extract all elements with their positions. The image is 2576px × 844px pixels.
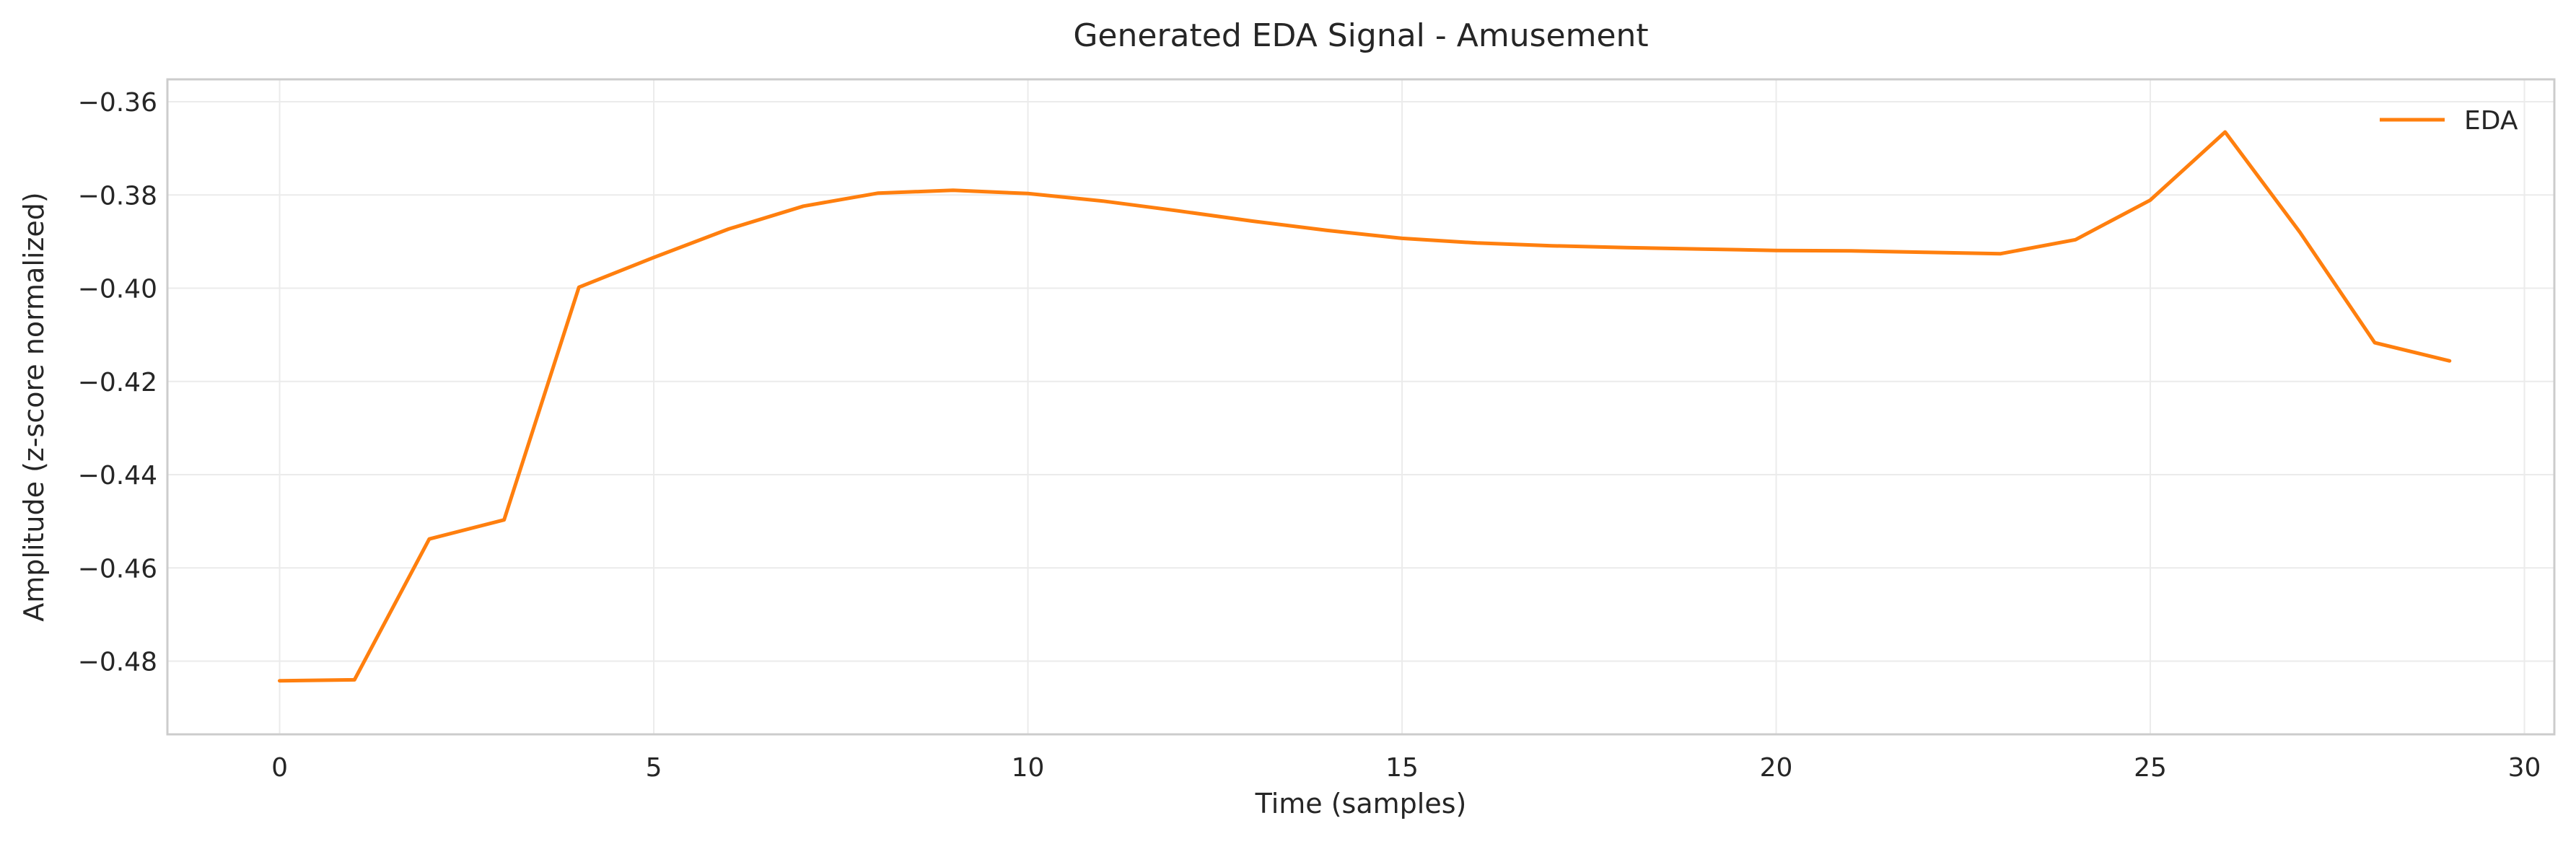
plot-area-frame	[166, 78, 2556, 736]
x-tick-label: 10	[1012, 753, 1045, 783]
x-axis-label: Time (samples)	[1255, 788, 1467, 819]
x-axis-ticks: 0 5 10 15 20 25 30	[271, 753, 2541, 783]
chart-title: Generated EDA Signal - Amusement	[1073, 17, 1648, 54]
x-tick-label: 25	[2134, 753, 2167, 783]
x-tick-label: 5	[646, 753, 662, 783]
x-tick-label: 0	[271, 753, 288, 783]
grid-lines	[167, 79, 2554, 734]
y-tick-label: −0.40	[78, 275, 157, 304]
x-tick-label: 20	[1760, 753, 1793, 783]
y-axis-ticks: −0.36 −0.38 −0.40 −0.42 −0.44 −0.46 −0.48	[78, 88, 157, 677]
y-tick-label: −0.42	[78, 368, 157, 397]
y-axis-label: Amplitude (z-score normalized)	[18, 192, 50, 621]
series-layer	[278, 130, 2452, 683]
legend: EDA	[2380, 106, 2518, 136]
y-tick-label: −0.46	[78, 554, 157, 584]
x-tick-label: 15	[1385, 753, 1419, 783]
x-tick-label: 30	[2508, 753, 2541, 783]
series-line-eda	[278, 130, 2452, 683]
y-tick-label: −0.48	[78, 648, 157, 677]
y-tick-label: −0.38	[78, 181, 157, 211]
legend-label-eda: EDA	[2464, 106, 2518, 136]
y-tick-label: −0.44	[78, 461, 157, 491]
y-tick-label: −0.36	[78, 88, 157, 118]
